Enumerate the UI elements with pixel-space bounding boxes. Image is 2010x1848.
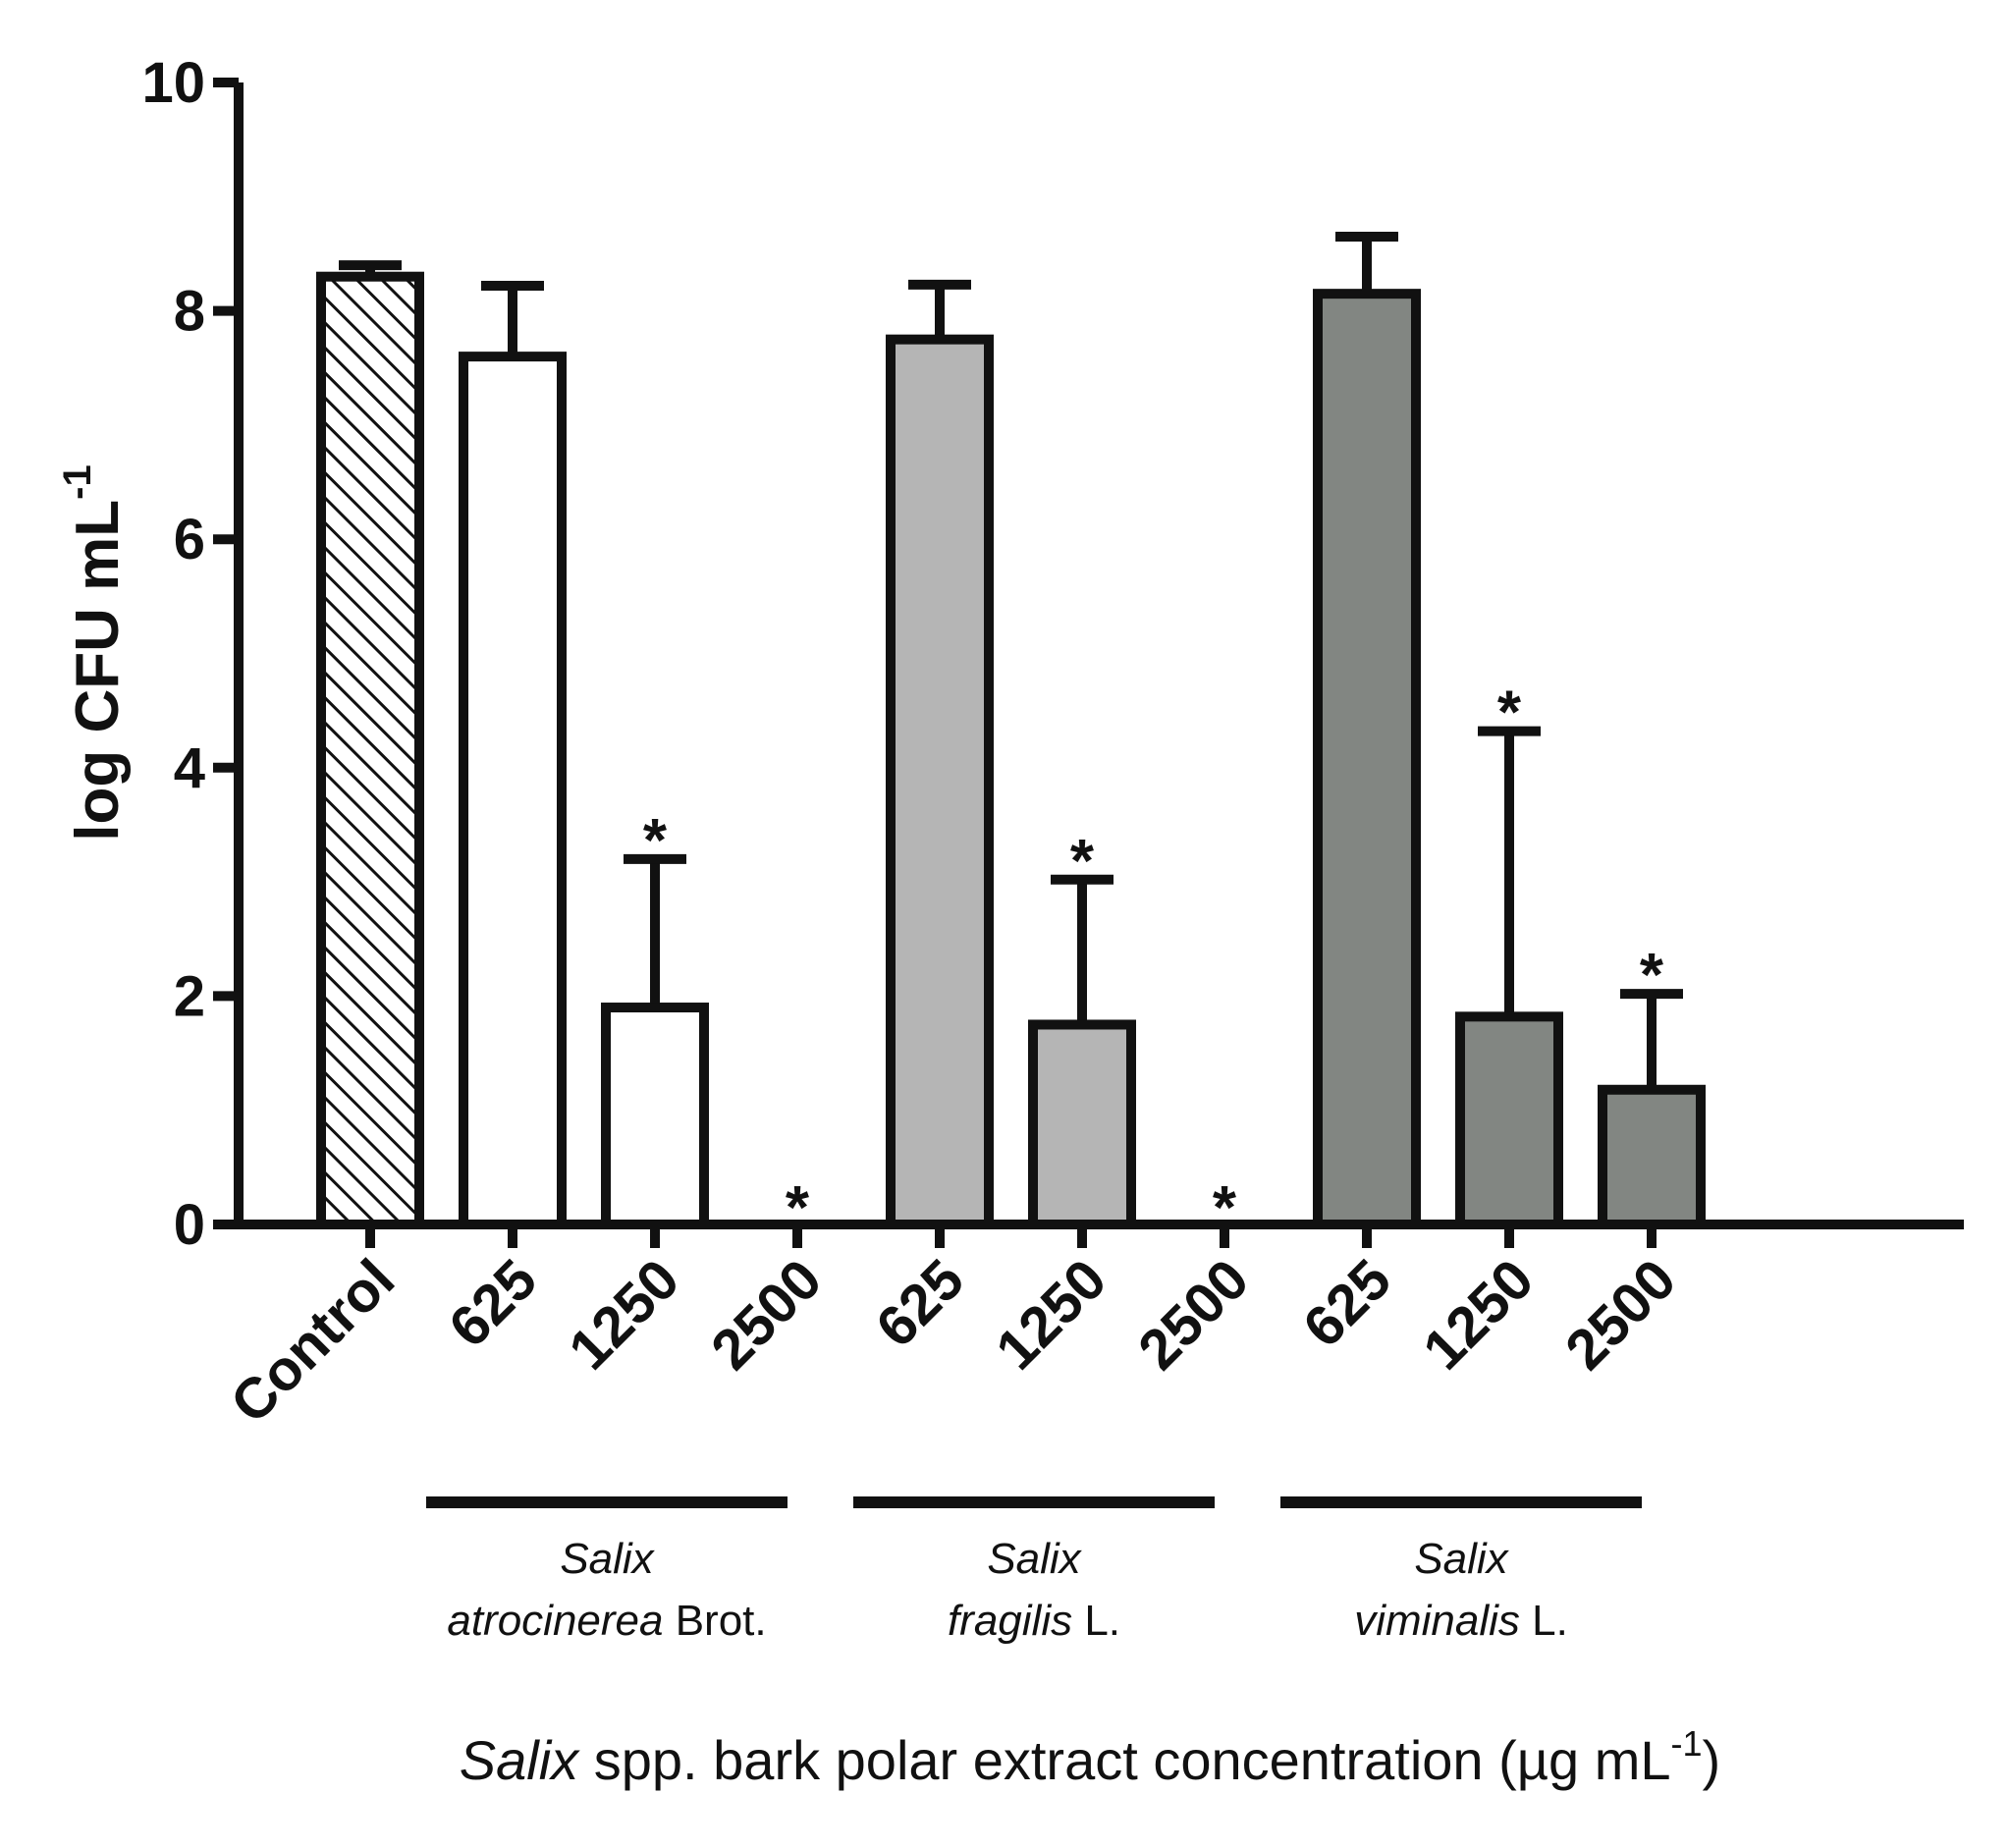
y-tick-label: 8 <box>174 280 205 344</box>
group-genus-label: Salix <box>560 1535 655 1583</box>
category-label: 1250 <box>1411 1247 1546 1382</box>
group-authority: Brot. <box>663 1597 766 1645</box>
group-species-label: fragilis L. <box>948 1597 1120 1645</box>
significance-star: * <box>1640 942 1664 1009</box>
category-label: 625 <box>864 1247 976 1359</box>
bar <box>459 352 567 1229</box>
significance-star: * <box>1070 828 1095 896</box>
group-genus-label: Salix <box>987 1535 1082 1583</box>
bar <box>1313 289 1421 1229</box>
category-label: 625 <box>437 1247 549 1359</box>
bar <box>601 1003 709 1230</box>
x-axis-label: Salix spp. bark polar extract concentrat… <box>460 1723 1720 1791</box>
group-authority: L. <box>1520 1597 1568 1645</box>
group-species-label: viminalis L. <box>1354 1597 1568 1645</box>
y-tick-label: 6 <box>174 508 205 571</box>
category-label: 1250 <box>557 1247 691 1382</box>
y-tick-label: 0 <box>174 1193 205 1257</box>
bar <box>316 271 424 1229</box>
category-label: Control <box>218 1247 407 1436</box>
bar <box>1598 1084 1706 1229</box>
y-axis-label-sup: -1 <box>56 464 99 500</box>
group-species-name: fragilis <box>948 1597 1072 1645</box>
y-tick-label: 2 <box>174 964 205 1028</box>
significance-star: * <box>643 807 668 875</box>
x-axis-label-main: spp. bark polar extract concentration (µ… <box>578 1729 1670 1791</box>
category-label: 2500 <box>699 1247 834 1382</box>
y-axis-label: log CFU mL-1 <box>56 464 132 841</box>
group-authority: L. <box>1072 1597 1120 1645</box>
x-axis-label-italic: Salix <box>460 1729 580 1791</box>
y-tick-label: 10 <box>141 51 205 115</box>
group-species-name: viminalis <box>1354 1597 1520 1645</box>
bar <box>1028 1019 1136 1229</box>
significance-star: * <box>786 1174 810 1242</box>
x-axis-label-sup: -1 <box>1671 1723 1703 1764</box>
significance-star: * <box>1213 1174 1237 1242</box>
x-axis-label-end: ) <box>1703 1729 1721 1791</box>
significance-star: * <box>1497 679 1522 747</box>
group-species-name: atrocinerea <box>447 1597 663 1645</box>
group-species-label: atrocinerea Brot. <box>447 1597 766 1645</box>
bar <box>886 334 994 1229</box>
category-label: 2500 <box>1553 1247 1688 1382</box>
category-label: 625 <box>1291 1247 1403 1359</box>
category-label: 1250 <box>984 1247 1118 1382</box>
category-label: 2500 <box>1126 1247 1261 1382</box>
y-tick-label: 4 <box>174 736 205 800</box>
bar <box>1455 1011 1563 1229</box>
y-axis-label-main: log CFU mL <box>64 500 132 842</box>
group-genus-label: Salix <box>1414 1535 1509 1583</box>
